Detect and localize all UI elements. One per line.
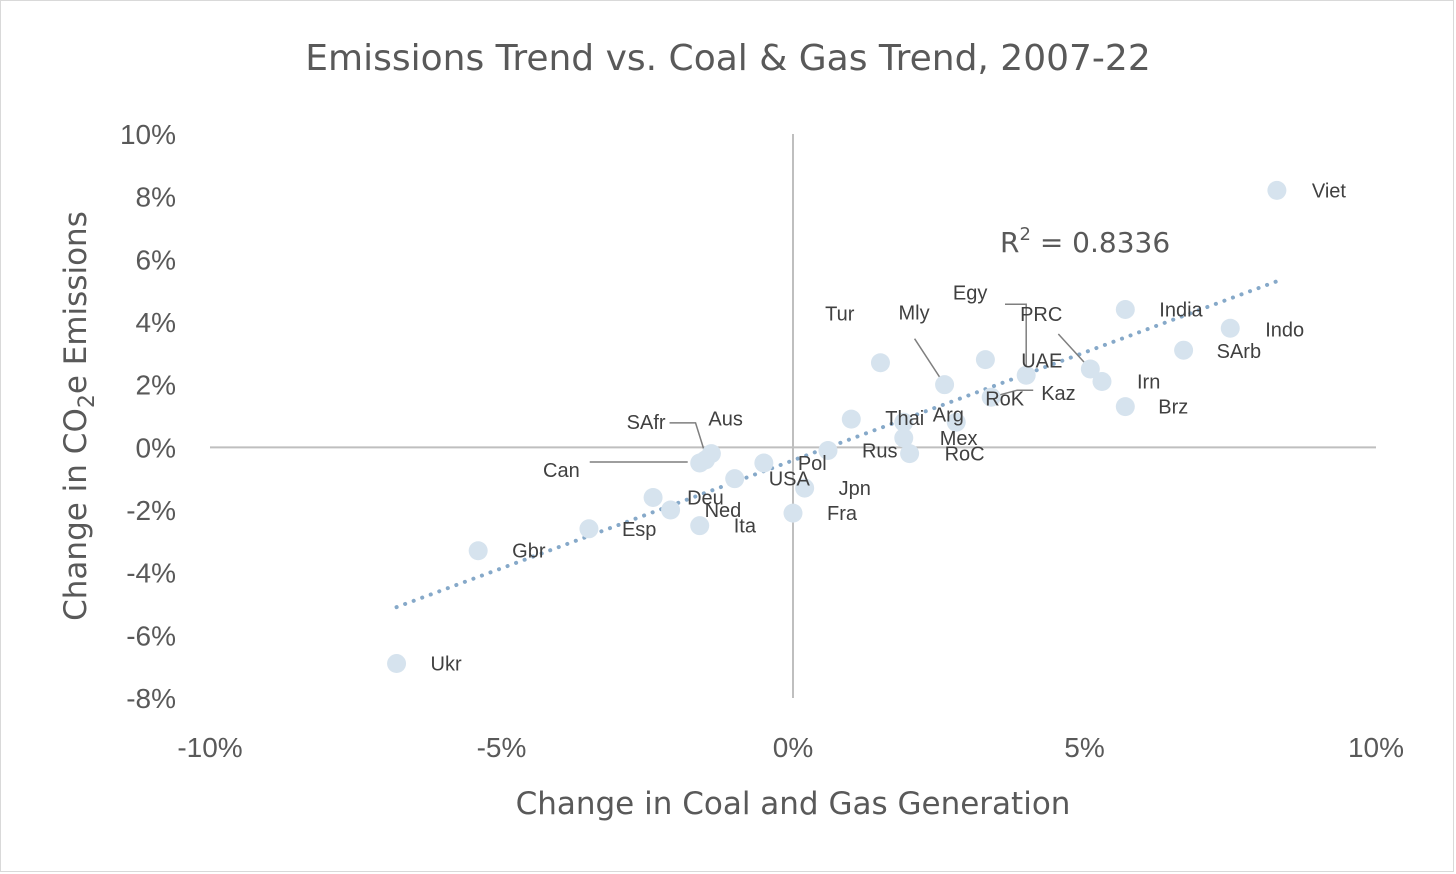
label-aus: Aus	[708, 409, 742, 431]
y-tick-label: -2%	[126, 495, 176, 526]
label-arg: Arg	[933, 404, 964, 426]
point-deu	[643, 487, 663, 507]
label-gbr: Gbr	[512, 541, 546, 563]
y-tick-label: -8%	[126, 683, 176, 714]
point-ukr	[387, 654, 407, 674]
point-rus	[818, 440, 838, 460]
y-tick-label: 10%	[120, 119, 176, 150]
label-can: Can	[543, 460, 580, 482]
label-mly: Mly	[898, 303, 929, 325]
x-axis-title: Change in Coal and Gas Generation	[516, 786, 1071, 822]
chart-title: Emissions Trend vs. Coal & Gas Trend, 20…	[305, 38, 1150, 79]
point-usa	[725, 469, 745, 489]
label-fra: Fra	[827, 503, 858, 525]
y-tick-label: 6%	[136, 244, 176, 275]
y-tick-label: 0%	[136, 432, 176, 463]
leader-safr	[669, 422, 707, 456]
label-ned: Ned	[705, 500, 742, 522]
point-arg	[894, 412, 914, 432]
point-gbr	[468, 541, 488, 561]
leader-egy	[1005, 303, 1027, 376]
point-irn	[1092, 372, 1112, 392]
label-jpn: Jpn	[839, 478, 871, 500]
label-egy: Egy	[953, 283, 987, 305]
label-rok: RoK	[985, 388, 1025, 410]
point-esp	[579, 519, 599, 539]
y-tick-label: 2%	[136, 370, 176, 401]
label-prc: PRC	[1020, 304, 1062, 326]
label-safr: SAfr	[627, 412, 666, 434]
point-indo	[1220, 318, 1240, 338]
y-axis-title: Change in CO2e Emissions	[58, 211, 100, 621]
x-tick-label: -5%	[477, 732, 527, 763]
label-pol: Pol	[798, 453, 827, 475]
x-tick-label: -10%	[177, 732, 242, 763]
label-mex: Mex	[940, 428, 978, 450]
point-kaz	[981, 387, 1001, 407]
leader-lines	[589, 303, 1091, 463]
point-pol	[754, 453, 774, 473]
label-ukr: Ukr	[431, 654, 462, 676]
x-tick-label: 5%	[1064, 732, 1104, 763]
label-brz: Brz	[1158, 397, 1188, 419]
label-rus: Rus	[862, 440, 898, 462]
point-viet	[1267, 180, 1287, 200]
label-usa: USA	[769, 469, 811, 491]
point-prc	[1080, 359, 1100, 379]
point-roc	[900, 444, 920, 464]
y-tick-label: 8%	[136, 182, 176, 213]
label-viet: Viet	[1312, 180, 1347, 202]
label-esp: Esp	[622, 519, 656, 541]
axes	[210, 134, 1376, 698]
point-tur	[870, 353, 890, 373]
label-indo: Indo	[1265, 319, 1304, 341]
point-uae	[1016, 365, 1036, 385]
label-irn: Irn	[1137, 372, 1160, 394]
point-thai	[841, 409, 861, 429]
point-ita	[690, 516, 710, 536]
point-brz	[1115, 397, 1135, 417]
point-ned	[661, 500, 681, 520]
label-tur: Tur	[825, 304, 855, 326]
label-roc: RoC	[945, 444, 985, 466]
trendline	[394, 279, 1279, 610]
point-egy	[975, 350, 995, 370]
x-tick-label: 10%	[1348, 732, 1404, 763]
x-tick-label: 0%	[773, 732, 813, 763]
label-thai: Thai	[885, 408, 924, 430]
label-ita: Ita	[734, 516, 757, 538]
y-tick-label: 4%	[136, 307, 176, 338]
label-uae: UAE	[1021, 350, 1062, 372]
point-fra	[783, 503, 803, 523]
label-sarb: SArb	[1217, 341, 1261, 363]
data-points	[387, 180, 1287, 674]
point-rok	[946, 412, 966, 432]
point-can	[690, 453, 710, 473]
point-mex	[894, 428, 914, 448]
y-tick-label: -6%	[126, 620, 176, 651]
y-tick-label: -4%	[126, 558, 176, 589]
point-jpn	[795, 478, 815, 498]
point-mly	[935, 375, 955, 395]
label-deu: Deu	[687, 487, 724, 509]
point-india	[1115, 299, 1135, 319]
point-sarb	[1174, 340, 1194, 360]
label-india: India	[1159, 299, 1203, 321]
r-squared-label: R2 = 0.8336	[1000, 224, 1170, 259]
tick-labels: -10% -5% 0% 5% 10% 10% 8% 6% 4% 2% 0% -2% -4% -6% -8%	[120, 119, 1404, 763]
trendline-line	[394, 279, 1279, 610]
label-kaz: Kaz	[1041, 383, 1075, 405]
